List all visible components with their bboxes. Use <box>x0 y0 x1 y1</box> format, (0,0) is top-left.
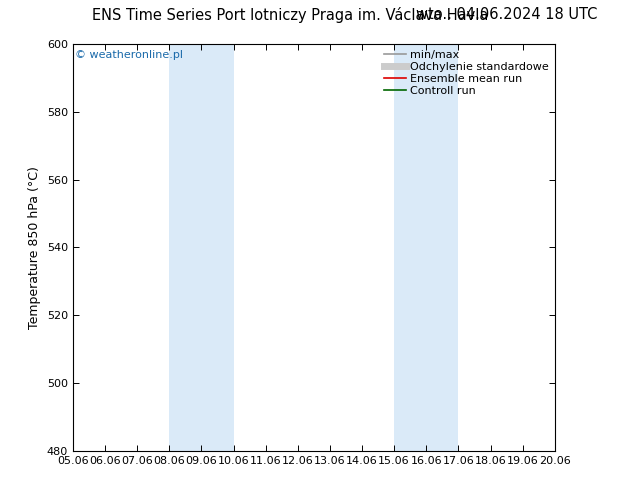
Bar <box>169 44 233 451</box>
Text: © weatheronline.pl: © weatheronline.pl <box>75 50 183 60</box>
Y-axis label: Temperature 850 hPa (°C): Temperature 850 hPa (°C) <box>29 166 41 329</box>
Text: wto.. 04.06.2024 18 UTC: wto.. 04.06.2024 18 UTC <box>416 7 597 23</box>
Bar <box>394 44 458 451</box>
Text: ENS Time Series Port lotniczy Praga im. Václava Havla: ENS Time Series Port lotniczy Praga im. … <box>91 7 488 24</box>
Legend: min/max, Odchylenie standardowe, Ensemble mean run, Controll run: min/max, Odchylenie standardowe, Ensembl… <box>382 48 552 98</box>
